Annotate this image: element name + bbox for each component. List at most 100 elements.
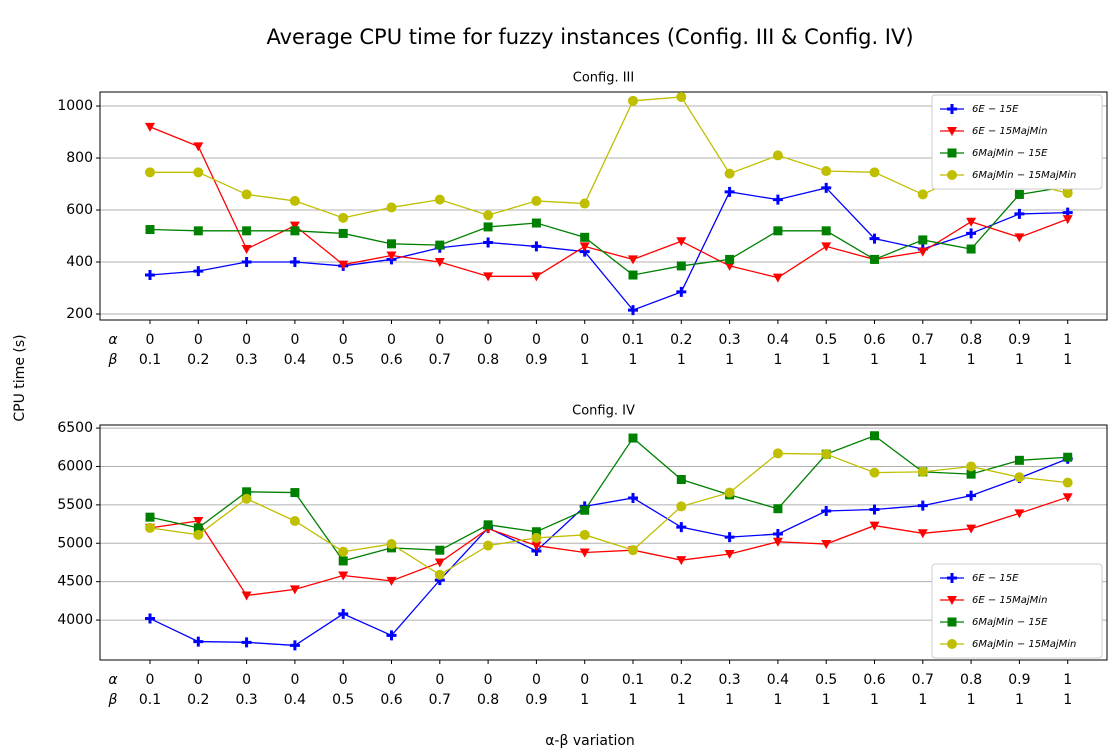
x-tick-label: 0.3	[235, 692, 257, 708]
marker	[193, 142, 204, 152]
legend-box	[931, 94, 1103, 190]
marker	[947, 639, 957, 649]
y-tick-label: 4500	[57, 574, 93, 590]
x-tick-label: 1	[1063, 352, 1072, 368]
marker	[434, 569, 445, 580]
marker	[289, 257, 300, 268]
marker	[870, 254, 879, 264]
series-line	[149, 458, 1068, 647]
marker	[947, 104, 957, 114]
marker	[918, 235, 928, 245]
marker	[289, 195, 300, 206]
marker	[821, 506, 832, 517]
marker	[483, 520, 493, 530]
x-tick-label: 0.1	[139, 352, 161, 368]
marker	[917, 529, 928, 539]
x-tick-label: 0.6	[380, 352, 402, 368]
marker	[773, 504, 783, 514]
marker	[531, 272, 542, 282]
marker	[435, 240, 445, 250]
marker	[579, 198, 590, 209]
series-line	[149, 496, 1068, 597]
x-tick-label: 0	[580, 332, 589, 348]
marker	[434, 194, 445, 205]
marker	[386, 202, 397, 213]
x-tick-label: 0	[290, 672, 299, 688]
x-tick-label: 1	[1063, 692, 1072, 708]
x-tick-label: 1	[870, 352, 879, 368]
x-tick-label: 0	[146, 672, 155, 688]
marker	[338, 260, 349, 270]
marker	[917, 466, 928, 477]
marker	[483, 222, 493, 232]
x-tick-label: 1	[822, 352, 831, 368]
marker	[628, 255, 638, 265]
marker	[821, 166, 832, 177]
x-tick-label: 0.7	[429, 352, 451, 368]
x-tick-label: 0	[435, 332, 444, 348]
marker	[338, 212, 349, 223]
legend-label: 6MajMin − 15E	[972, 617, 1048, 628]
x-tick-label: 1	[629, 352, 638, 368]
marker	[676, 261, 686, 271]
legend-box	[931, 563, 1103, 659]
x-tick-label: 1	[773, 352, 782, 368]
marker	[1014, 233, 1025, 243]
x-tick-label: 0.5	[815, 672, 837, 688]
legend-label: 6E − 15MajMin	[972, 126, 1047, 137]
marker	[966, 461, 977, 472]
legend-label: 6E − 15E	[972, 573, 1019, 584]
legend-label: 6E − 15E	[972, 104, 1019, 115]
subplot-title: Config. III	[573, 71, 634, 86]
x-tick-label: 0.1	[622, 332, 644, 348]
x-tick-label: 1	[1015, 352, 1024, 368]
x-tick-label: 0.2	[670, 332, 692, 348]
marker	[241, 591, 252, 601]
marker	[193, 167, 204, 178]
marker	[289, 515, 300, 526]
marker	[772, 529, 783, 540]
marker	[193, 226, 203, 236]
x-tick-label: 0.3	[718, 332, 740, 348]
marker	[966, 244, 976, 254]
marker	[338, 546, 349, 557]
series-line	[150, 96, 1068, 219]
marker	[483, 540, 494, 551]
category-row-label: α	[108, 672, 118, 688]
x-tick-label: 0.4	[284, 352, 306, 368]
x-tick-label: 0	[339, 332, 348, 348]
x-tick-label: 1	[918, 692, 927, 708]
marker	[289, 640, 300, 651]
marker	[947, 127, 957, 136]
marker	[821, 242, 832, 252]
marker	[966, 490, 977, 501]
x-tick-label: 0.3	[718, 672, 740, 688]
x-axis-label: α-β variation	[545, 733, 635, 749]
x-tick-label: 0.5	[815, 332, 837, 348]
x-tick-label: 1	[580, 352, 589, 368]
marker	[869, 504, 880, 515]
marker	[628, 433, 638, 443]
x-tick-label: 1	[1063, 672, 1072, 688]
x-tick-label: 0	[242, 672, 251, 688]
marker	[193, 636, 204, 647]
y-tick-label: 400	[66, 254, 93, 270]
marker	[772, 448, 783, 459]
marker	[724, 186, 735, 197]
marker	[947, 170, 957, 180]
marker	[917, 500, 928, 511]
marker	[531, 532, 542, 543]
x-tick-label: 1	[629, 692, 638, 708]
marker	[1014, 509, 1025, 519]
marker	[434, 258, 445, 268]
marker	[821, 182, 832, 193]
marker	[966, 524, 977, 534]
x-tick-label: 0	[194, 332, 203, 348]
x-tick-label: 0	[387, 672, 396, 688]
x-tick-label: 1	[967, 692, 976, 708]
x-tick-label: 0	[484, 332, 493, 348]
x-tick-label: 1	[677, 692, 686, 708]
marker	[628, 492, 638, 503]
category-row-label: β	[108, 692, 118, 708]
marker	[242, 226, 252, 236]
